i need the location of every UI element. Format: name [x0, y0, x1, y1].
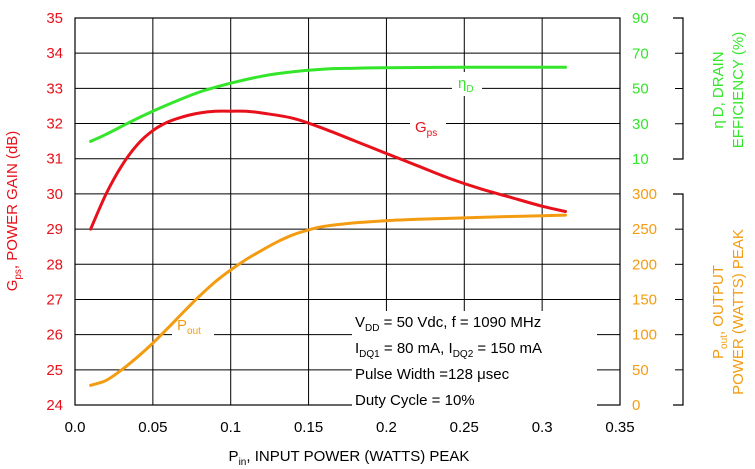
annotation-bg: [352, 311, 597, 414]
left-tick-label: 33: [46, 80, 63, 97]
x-tick-label: 0.25: [450, 419, 479, 436]
left-tick-label: 24: [46, 397, 63, 414]
left-tick-label: 26: [46, 327, 63, 344]
svg-text:Duty Cycle = 10%: Duty Cycle = 10%: [355, 392, 475, 409]
plot-frame: [74, 17, 621, 406]
conditions-annotation: VDD = 50 Vdc, f = 1090 MHz IDQ1 = 80 mA,…: [355, 314, 542, 409]
right-top-tick-label: 90: [632, 10, 649, 27]
right-bottom-tick-label: 0: [632, 397, 640, 414]
left-tick-label: 31: [46, 151, 63, 168]
left-tick-label: 30: [46, 186, 63, 203]
x-tick-label: 0.3: [532, 419, 553, 436]
gps-label-bg: [410, 115, 446, 139]
x-tick-label: 0.1: [220, 419, 241, 436]
left-axis-title: Gps, POWER GAIN (dB): [4, 131, 24, 292]
left-tick-label: 25: [46, 362, 63, 379]
series-label-eta: ηD: [458, 75, 474, 95]
right-bottom-tick-label: 100: [632, 327, 657, 344]
right-top-axis-title: η D, DRAIN EFFICIENCY (%): [710, 32, 747, 148]
x-tick-label: 0.2: [376, 419, 397, 436]
ticks-layer: 0.0 0.05 0.1 0.15 0.2 0.25 0.3 0.35 24 25 26 27 28 29…: [46, 10, 657, 436]
right-bottom-tick-label: 300: [632, 186, 657, 203]
series-label-pout: Pout: [177, 317, 201, 337]
left-tick-label: 29: [46, 221, 63, 238]
x-tick-label: 0.35: [605, 419, 634, 436]
eta-series-line: [89, 65, 567, 143]
right-top-tick-label: 70: [632, 45, 649, 62]
svg-text:POWER (WATTS) PEAK: POWER (WATTS) PEAK: [730, 229, 747, 395]
svg-text:VDD = 50 Vdc, f = 1090 MHz: VDD = 50 Vdc, f = 1090 MHz: [355, 314, 541, 334]
right-bottom-tick-label: 150: [632, 292, 657, 309]
x-axis-title: Pin, INPUT POWER (WATTS) PEAK: [229, 448, 470, 468]
right-bottom-tick-label: 50: [632, 362, 649, 379]
left-tick-label: 28: [46, 256, 63, 273]
svg-text:Pulse Width =128 μsec: Pulse Width =128 μsec: [355, 366, 510, 383]
x-tick-label: 0.05: [138, 419, 167, 436]
left-tick-label: 32: [46, 116, 63, 133]
series-label-gps: Gps: [415, 119, 437, 139]
svg-text:EFFICIENCY (%): EFFICIENCY (%): [730, 32, 747, 148]
x-tick-label: 0.15: [294, 419, 323, 436]
eta-label-bg: [452, 72, 482, 96]
svg-text:η D, DRAIN: η D, DRAIN: [710, 51, 727, 128]
pout-series-line: [89, 213, 567, 387]
right-bottom-tick-label: 250: [632, 221, 657, 238]
right-bottom-tick-label: 200: [632, 256, 657, 273]
svg-text:IDQ1 = 80 mA, IDQ2 = 150 mA: IDQ1 = 80 mA, IDQ2 = 150 mA: [355, 340, 542, 360]
left-tick-label: 27: [46, 291, 63, 308]
gps-series-line: [89, 109, 567, 231]
left-tick-label: 34: [46, 45, 63, 62]
series-layer: [89, 65, 567, 387]
svg-text:Pout, OUTPUT: Pout, OUTPUT: [710, 265, 730, 359]
right-top-tick-label: 50: [632, 81, 649, 98]
right-top-tick-label: 30: [632, 116, 649, 133]
right-bottom-axis-title: Pout, OUTPUT POWER (WATTS) PEAK: [710, 229, 747, 395]
left-tick-label: 35: [46, 10, 63, 27]
right-top-tick-label: 10: [632, 151, 649, 168]
x-tick-label: 0.0: [65, 419, 86, 436]
grid: [74, 17, 684, 414]
